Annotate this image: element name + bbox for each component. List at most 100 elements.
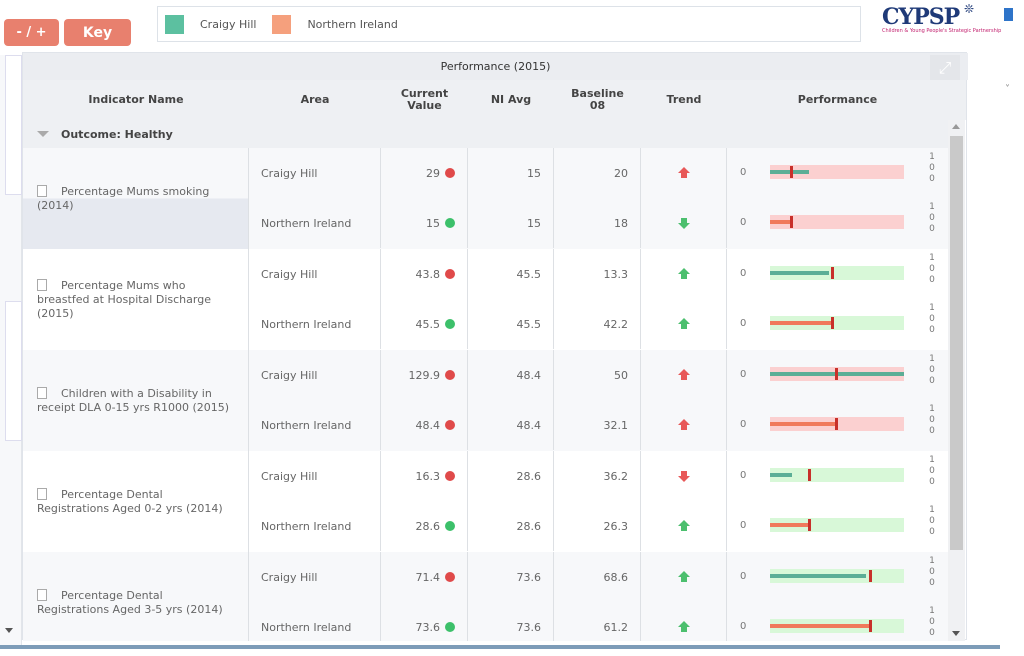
area-cell-text: Craigy Hill bbox=[261, 166, 318, 180]
ni-avg-cell-text: 15 bbox=[527, 166, 541, 180]
ni-avg-cell: 28.6 bbox=[468, 451, 554, 501]
document-icon[interactable] bbox=[37, 386, 47, 399]
left-scroll-down-icon[interactable] bbox=[5, 628, 13, 633]
group-outcome-healthy[interactable]: Outcome: Healthy bbox=[23, 120, 948, 148]
performance-cell: 0 1 0 0 bbox=[727, 501, 948, 551]
status-dot-icon bbox=[445, 471, 455, 481]
area-cell-text: Northern Ireland bbox=[261, 216, 352, 230]
performance-bar-track bbox=[770, 518, 904, 532]
ni-avg-cell: 15 bbox=[468, 148, 554, 198]
table-row[interactable]: Craigy Hill 29 15 20 0 1 0 0 bbox=[249, 148, 948, 198]
col-trend[interactable]: Trend bbox=[641, 80, 727, 120]
ni-average-marker bbox=[790, 166, 793, 178]
table-row[interactable]: Craigy Hill 16.3 28.6 36.2 0 1 0 0 bbox=[249, 451, 948, 501]
document-icon[interactable] bbox=[37, 588, 47, 601]
status-dot-icon bbox=[445, 572, 455, 582]
col-performance[interactable]: Performance bbox=[727, 80, 948, 120]
panel-title: Performance (2015) bbox=[23, 53, 968, 80]
baseline-cell: 26.3 bbox=[554, 501, 641, 551]
table-row[interactable]: Northern Ireland 28.6 28.6 26.3 0 1 0 0 bbox=[249, 501, 948, 551]
ni-avg-cell: 15 bbox=[468, 198, 554, 248]
ni-avg-cell-text: 73.6 bbox=[516, 620, 542, 634]
baseline-cell: 61.2 bbox=[554, 602, 641, 641]
left-side-panel bbox=[0, 55, 22, 645]
table-row[interactable]: Craigy Hill 71.4 73.6 68.6 0 1 0 0 bbox=[249, 552, 948, 602]
col-ni-avg[interactable]: NI Avg bbox=[468, 80, 554, 120]
vertical-scrollbar[interactable] bbox=[948, 120, 965, 641]
ni-avg-cell-text: 28.6 bbox=[516, 469, 542, 483]
ni-avg-cell-text: 73.6 bbox=[516, 570, 542, 584]
cypsp-logo[interactable]: CYPSP Children & Young People's Strategi… bbox=[882, 2, 1001, 44]
table-row[interactable]: Craigy Hill 43.8 45.5 13.3 0 1 0 0 bbox=[249, 249, 948, 299]
scroll-thumb[interactable] bbox=[950, 136, 963, 550]
scroll-up-icon[interactable] bbox=[952, 124, 960, 129]
indicator-name-cell[interactable]: Percentage Mums who breastfed at Hospita… bbox=[23, 249, 249, 350]
baseline-cell-text: 18 bbox=[614, 216, 628, 230]
col-indicator-name[interactable]: Indicator Name bbox=[23, 80, 249, 120]
current-value-cell: 48.4 bbox=[381, 400, 468, 450]
performance-cell: 0 1 0 0 bbox=[727, 451, 948, 501]
area-cell-text: Northern Ireland bbox=[261, 620, 352, 634]
scroll-down-icon[interactable] bbox=[952, 631, 960, 636]
indicator-block: Percentage Dental Registrations Aged 0-2… bbox=[23, 451, 948, 552]
baseline-cell: 42.2 bbox=[554, 299, 641, 349]
performance-bar bbox=[770, 220, 790, 224]
document-icon[interactable] bbox=[37, 184, 47, 197]
trend-cell bbox=[641, 552, 727, 602]
ni-avg-cell-text: 15 bbox=[527, 216, 541, 230]
perf-max-label: 1 0 0 bbox=[929, 354, 935, 386]
group-label: Outcome: Healthy bbox=[61, 127, 173, 141]
indicator-block: Children with a Disability in receipt DL… bbox=[23, 350, 948, 451]
collapse-caret-icon[interactable] bbox=[37, 131, 49, 137]
left-panel-segment bbox=[5, 301, 22, 441]
trend-cell bbox=[641, 249, 727, 299]
current-value-cell-text: 28.6 bbox=[415, 519, 441, 533]
current-value-cell: 129.9 bbox=[381, 350, 468, 400]
ni-avg-cell-text: 48.4 bbox=[516, 368, 542, 382]
indicator-name-cell[interactable]: Percentage Dental Registrations Aged 3-5… bbox=[23, 552, 249, 641]
table-row[interactable]: Craigy Hill 129.9 48.4 50 0 1 0 0 bbox=[249, 350, 948, 400]
legend: Craigy Hill Northern Ireland bbox=[157, 6, 861, 42]
indicator-block: Percentage Mums who breastfed at Hospita… bbox=[23, 249, 948, 350]
area-cell: Northern Ireland bbox=[249, 198, 381, 248]
area-cell-text: Craigy Hill bbox=[261, 469, 318, 483]
performance-bar-track bbox=[770, 468, 904, 482]
document-icon[interactable] bbox=[37, 487, 47, 500]
document-icon[interactable] bbox=[37, 278, 47, 291]
baseline-cell-text: 13.3 bbox=[603, 267, 629, 281]
trend-up-arrow-icon bbox=[677, 419, 690, 430]
area-cell: Craigy Hill bbox=[249, 552, 381, 602]
area-cell-text: Northern Ireland bbox=[261, 418, 352, 432]
zoom-button[interactable]: - / + bbox=[4, 19, 59, 46]
status-dot-icon bbox=[445, 269, 455, 279]
table-row[interactable]: Northern Ireland 48.4 48.4 32.1 0 1 0 0 bbox=[249, 400, 948, 450]
perf-min-label: 0 bbox=[740, 268, 747, 279]
key-button[interactable]: Key bbox=[64, 19, 131, 46]
table-row[interactable]: Northern Ireland 45.5 45.5 42.2 0 1 0 0 bbox=[249, 299, 948, 349]
status-dot-icon bbox=[445, 420, 455, 430]
expand-icon[interactable]: ⤢ bbox=[930, 55, 960, 81]
performance-bar bbox=[770, 624, 869, 628]
ni-avg-cell-text: 45.5 bbox=[516, 267, 542, 281]
ni-average-marker bbox=[831, 317, 834, 329]
indicator-name-cell[interactable]: Percentage Dental Registrations Aged 0-2… bbox=[23, 451, 249, 552]
table-row[interactable]: Northern Ireland 15 15 18 0 1 0 0 bbox=[249, 198, 948, 248]
area-cell-text: Northern Ireland bbox=[261, 317, 352, 331]
ni-average-marker bbox=[835, 418, 838, 430]
col-baseline[interactable]: Baseline 08 bbox=[554, 80, 641, 120]
area-cell: Craigy Hill bbox=[249, 249, 381, 299]
perf-min-label: 0 bbox=[740, 470, 747, 481]
indicator-name-cell[interactable]: Children with a Disability in receipt DL… bbox=[23, 350, 249, 451]
ni-avg-cell-text: 48.4 bbox=[516, 418, 542, 432]
legend-label: Craigy Hill bbox=[200, 17, 257, 31]
indicator-name-cell[interactable]: Percentage Mums smoking (2014) bbox=[23, 148, 249, 249]
performance-cell: 0 1 0 0 bbox=[727, 350, 948, 400]
performance-cell: 0 1 0 0 bbox=[727, 552, 948, 602]
table-row[interactable]: Northern Ireland 73.6 73.6 61.2 0 1 0 0 bbox=[249, 602, 948, 641]
area-cell: Northern Ireland bbox=[249, 299, 381, 349]
col-area[interactable]: Area bbox=[249, 80, 381, 120]
area-cell-text: Northern Ireland bbox=[261, 519, 352, 533]
performance-bar bbox=[770, 523, 808, 527]
area-cell-text: Craigy Hill bbox=[261, 267, 318, 281]
col-current-value[interactable]: Current Value bbox=[381, 80, 468, 120]
